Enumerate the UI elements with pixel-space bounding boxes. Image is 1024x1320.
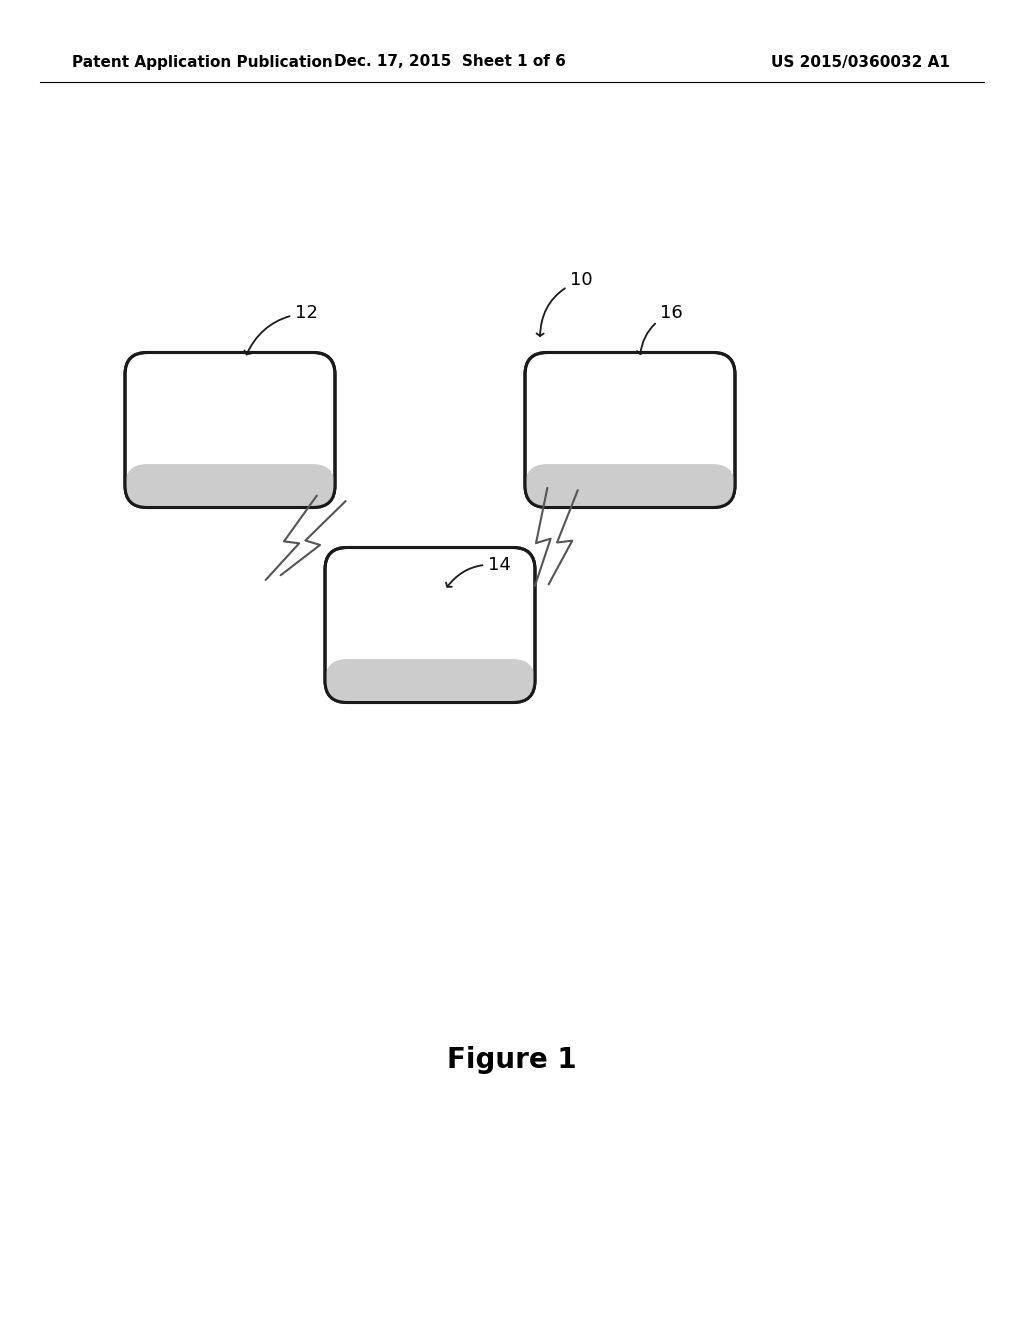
Text: 14: 14	[446, 556, 511, 587]
FancyBboxPatch shape	[325, 548, 535, 702]
FancyBboxPatch shape	[125, 465, 335, 507]
Text: Patent Application Publication: Patent Application Publication	[72, 54, 333, 70]
Text: 12: 12	[245, 304, 317, 355]
Text: 10: 10	[537, 271, 593, 337]
FancyBboxPatch shape	[525, 352, 735, 507]
FancyBboxPatch shape	[325, 659, 535, 702]
FancyBboxPatch shape	[525, 465, 735, 507]
Text: Figure 1: Figure 1	[447, 1045, 577, 1074]
FancyBboxPatch shape	[125, 352, 335, 507]
Text: US 2015/0360032 A1: US 2015/0360032 A1	[771, 54, 950, 70]
Text: Dec. 17, 2015  Sheet 1 of 6: Dec. 17, 2015 Sheet 1 of 6	[334, 54, 566, 70]
Text: 16: 16	[637, 304, 683, 354]
